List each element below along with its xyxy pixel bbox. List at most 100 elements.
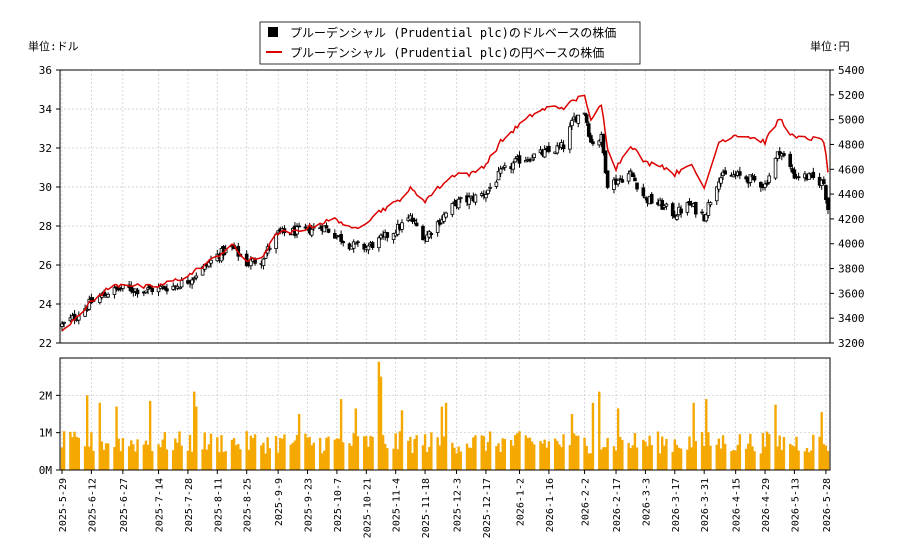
volume-bar <box>121 438 125 470</box>
volume-bar <box>747 443 750 470</box>
candle-body <box>811 171 816 178</box>
candle-body <box>435 221 440 233</box>
volume-bar <box>186 450 190 470</box>
volume-bar <box>470 447 473 470</box>
x-tick-label: 2026-3-31 <box>700 478 711 532</box>
right-tick-label: 4600 <box>838 163 865 176</box>
volume-bar <box>421 445 425 470</box>
volume-bar <box>606 437 609 470</box>
x-tick-label: 2025-12-17 <box>482 478 493 538</box>
volume-bar <box>216 437 219 470</box>
volume-bar <box>335 438 339 470</box>
volume-bar <box>707 432 710 470</box>
volume-bar <box>234 445 238 470</box>
volume-bar <box>117 438 120 470</box>
candle-body <box>618 178 623 181</box>
volume-bar <box>661 436 664 470</box>
x-tick-label: 2026-1-2 <box>516 478 527 526</box>
x-tick-label: 2026-5-28 <box>822 478 833 532</box>
x-tick-label: 2026-2-2 <box>581 478 592 526</box>
right-tick-label: 5000 <box>838 114 865 127</box>
candle-body <box>362 243 367 250</box>
volume-bar <box>803 451 807 470</box>
candle-body <box>366 245 371 251</box>
candle-body <box>660 200 665 210</box>
volume-bar <box>413 439 416 470</box>
volume-bar <box>321 453 324 470</box>
candle-body <box>822 179 826 184</box>
volume-bar <box>495 446 498 470</box>
volume-bar <box>430 432 433 470</box>
volume-bar <box>415 435 418 470</box>
candle-body <box>503 165 507 168</box>
volume-bar <box>488 431 492 470</box>
volume-bar <box>262 442 265 470</box>
volume-bar <box>134 451 137 470</box>
volume-bar <box>386 448 389 470</box>
volume-bar <box>658 453 662 470</box>
candle-body <box>379 234 383 239</box>
volume-bar <box>218 452 221 470</box>
volume-bar <box>499 452 502 470</box>
volume-bar <box>642 439 645 470</box>
volume-bar <box>694 440 697 470</box>
candle-body <box>788 153 793 168</box>
candle-body <box>731 174 736 178</box>
candle-body <box>511 162 516 170</box>
volume-bar <box>146 444 150 470</box>
volume-bar <box>702 445 706 470</box>
volume-bar <box>633 433 637 470</box>
candle-body <box>60 323 64 327</box>
left-unit-label: 単位:ドル <box>28 39 79 53</box>
candle-body <box>194 275 199 279</box>
volume-bar <box>818 436 821 470</box>
candle-body <box>62 321 66 324</box>
candle-body <box>488 186 492 189</box>
candle-body <box>484 194 488 199</box>
volume-bar <box>497 443 500 470</box>
volume-bar <box>71 437 74 470</box>
volume-bar <box>736 444 739 470</box>
candle-body <box>570 120 574 127</box>
volume-bar <box>333 439 337 470</box>
volume-bar <box>619 436 622 470</box>
candle-body <box>297 225 301 228</box>
volume-bar <box>824 445 828 470</box>
volume-bar <box>826 450 830 470</box>
volume-bar <box>631 445 635 470</box>
candle-body <box>114 286 119 290</box>
candle-body <box>473 194 478 203</box>
volume-bar <box>600 449 603 470</box>
volume-bar <box>423 434 427 470</box>
volume-bar <box>232 438 236 470</box>
volume-bar <box>77 437 80 470</box>
candle-body <box>824 185 828 200</box>
candle-body <box>826 197 830 210</box>
volume-bar <box>190 451 194 470</box>
volume-bar <box>820 412 823 470</box>
volume-bar <box>392 448 395 470</box>
x-tick-label: 2025-6-12 <box>87 478 98 532</box>
volume-bar <box>148 400 152 470</box>
candle-body <box>351 241 356 249</box>
volume-bar <box>407 440 410 470</box>
volume-bar <box>451 442 454 470</box>
candle-body <box>706 202 711 216</box>
candle-body <box>456 198 461 209</box>
volume-bar <box>400 410 404 470</box>
volume-bar <box>776 446 779 470</box>
candle-body <box>377 237 381 249</box>
volume-bar <box>222 451 225 470</box>
volume-bar <box>663 445 666 470</box>
volume-bar <box>717 438 721 470</box>
x-tick-label: 2025-12-3 <box>453 478 464 532</box>
volume-bar <box>751 446 754 470</box>
jpy-price-line <box>61 94 829 332</box>
volume-bar <box>577 435 580 470</box>
volume-bar <box>356 436 360 470</box>
x-tick-label: 2025-6-27 <box>119 478 130 532</box>
candle-body <box>628 170 633 173</box>
candle-body <box>796 176 801 179</box>
candle-body <box>498 168 503 174</box>
